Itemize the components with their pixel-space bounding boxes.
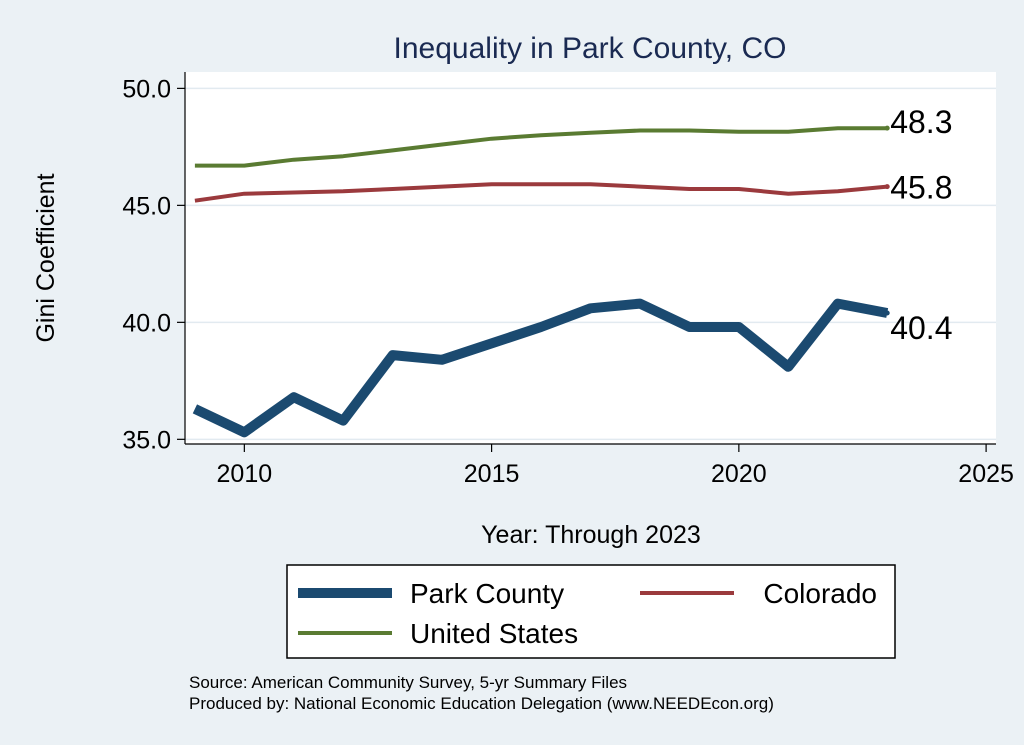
- series-line-united-states: [194, 126, 888, 168]
- series-end-label: 48.3: [890, 104, 952, 140]
- y-tick-label: 35.0: [122, 426, 171, 454]
- end-labels: 40.4 45.8 48.3: [884, 104, 952, 346]
- y-tick-label: 45.0: [122, 192, 171, 220]
- x-tick-label: 2010: [217, 460, 273, 488]
- axes: [184, 72, 996, 445]
- y-tick-label: 50.0: [122, 75, 171, 103]
- chart-title: Inequality in Park County, CO: [394, 32, 787, 65]
- producer-note: Produced by: National Economic Education…: [189, 694, 774, 713]
- legend-label: Park County: [410, 578, 564, 609]
- series-end-point: [884, 184, 890, 190]
- x-tick-label: 2015: [464, 460, 520, 488]
- legend: Park County Colorado United States: [286, 564, 896, 659]
- series-end-label: 45.8: [890, 170, 952, 206]
- y-axis-label: Gini Coefficient: [32, 173, 60, 342]
- series-end-point: [884, 310, 890, 316]
- y-tick-label: 40.0: [122, 309, 171, 337]
- gridlines: [185, 87, 996, 441]
- x-axis-label: Year: Through 2023: [481, 521, 701, 549]
- series-layer: [192, 126, 889, 438]
- series-end-point: [884, 125, 890, 131]
- x-tick-label: 2020: [711, 460, 767, 488]
- series-line-colorado: [194, 182, 888, 203]
- tick-marks: 35.0 40.0 45.0 50.0 2010 2015 2020 2025: [122, 75, 1014, 488]
- source-note: Source: American Community Survey, 5-yr …: [189, 673, 627, 692]
- series-end-label: 40.4: [890, 310, 952, 346]
- legend-label: United States: [410, 618, 578, 649]
- x-tick-label: 2025: [958, 460, 1014, 488]
- legend-box: [286, 564, 896, 659]
- series-line-park-county: [192, 298, 889, 438]
- legend-label: Colorado: [763, 578, 877, 609]
